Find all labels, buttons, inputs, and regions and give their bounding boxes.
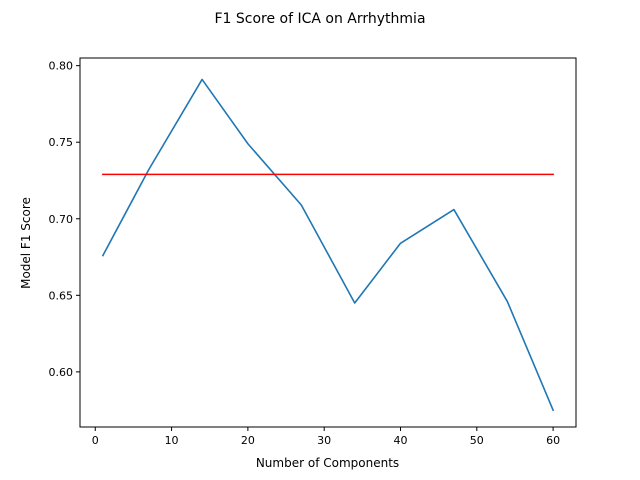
x-axis: 0 10 20 30 40 50 60 <box>92 427 560 447</box>
x-tick-label: 40 <box>393 434 407 447</box>
plot-frame <box>79 57 577 428</box>
x-tick-label: 30 <box>317 434 331 447</box>
y-axis-label: Model F1 Score <box>19 197 33 289</box>
y-tick-label: 0.65 <box>49 289 74 302</box>
chart-title: F1 Score of ICA on Arrhythmia <box>214 11 425 27</box>
y-axis: 0.60 0.65 0.70 0.75 0.80 <box>49 60 80 379</box>
x-tick-label: 60 <box>546 434 560 447</box>
series-line-1 <box>101 78 555 412</box>
y-tick-label: 0.75 <box>49 136 74 149</box>
x-tick-label: 0 <box>92 434 99 447</box>
x-axis-label: Number of Components <box>256 456 399 470</box>
y-tick-label: 0.80 <box>49 60 74 73</box>
x-tick-label: 20 <box>241 434 255 447</box>
y-tick-label: 0.70 <box>49 213 74 226</box>
series-layer <box>101 78 555 412</box>
x-tick-label: 50 <box>470 434 484 447</box>
x-tick-label: 10 <box>165 434 179 447</box>
y-tick-label: 0.60 <box>49 366 74 379</box>
